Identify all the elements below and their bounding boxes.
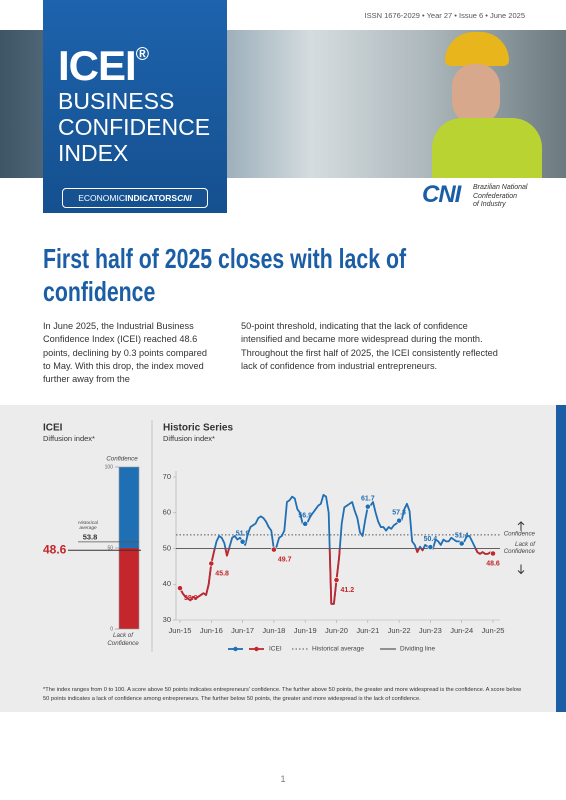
publisher-name: Brazilian National Confederation of Indu… <box>473 184 527 210</box>
chart-title: Historic Series <box>163 423 233 434</box>
title-line: CONFIDENCE <box>58 114 211 140</box>
x-tick-label: Jun-17 <box>231 626 254 635</box>
badge-word: CNI <box>177 193 192 203</box>
x-tick-label: Jun-25 <box>482 626 505 635</box>
body-column: In June 2025, the Industrial Business Co… <box>43 321 207 385</box>
arrow-down <box>517 564 525 575</box>
gauge-subtitle: Diffusion index* <box>43 434 95 443</box>
annotation-below: Lack of Confidence <box>503 540 535 556</box>
badge: ECONOMICINDICATORSCNI <box>62 188 208 208</box>
title-line: BUSINESS <box>58 88 175 114</box>
gauge-tick-label: 0 <box>110 626 113 632</box>
legend-swatch <box>233 646 238 652</box>
panel-edge <box>556 405 566 712</box>
data-label: 50.4 <box>424 536 438 543</box>
y-tick-label: 30 <box>163 615 171 624</box>
gauge-reference-label: Historical average <box>78 520 98 532</box>
point <box>458 540 465 547</box>
point <box>239 538 246 545</box>
point <box>490 550 496 557</box>
gauge-title: ICEI <box>43 423 63 434</box>
annotation-above: Confidence <box>504 531 536 538</box>
footnote: *The index ranges from 0 to 100. A score… <box>43 687 522 702</box>
gauge-lower-label: Lack of Confidence <box>107 632 139 647</box>
publisher-line: Brazilian National <box>473 184 528 191</box>
data-label: 45.8 <box>215 570 229 577</box>
photo-face <box>452 64 500 124</box>
point <box>270 546 277 553</box>
headline: First half of 2025 closes with lack of c… <box>43 243 407 307</box>
badge-word: ECONOMIC <box>78 193 125 203</box>
x-tick-label: Jun-23 <box>419 626 442 635</box>
brand-name: ICEI <box>58 42 137 89</box>
y-tick-label: 60 <box>163 508 171 517</box>
data-label: 56.9 <box>298 513 312 520</box>
point <box>208 560 215 567</box>
body-column: 50-point threshold, indicating that the … <box>241 321 498 371</box>
y-tick-label: 50 <box>163 543 171 552</box>
point <box>333 577 340 583</box>
point <box>364 503 371 510</box>
gauge-tick-label: 50 <box>107 545 113 551</box>
x-tick-label: Jun-24 <box>450 626 473 635</box>
point <box>396 517 402 524</box>
chart-subtitle: Diffusion index* <box>163 434 215 443</box>
publisher-line: Confederation <box>473 192 517 200</box>
gauge-value-label: 48.6 <box>43 542 67 556</box>
x-tick-label: Jun-20 <box>325 626 348 635</box>
x-tick-label: Jun-19 <box>294 626 317 635</box>
data-label: 38.9 <box>184 595 198 602</box>
gauge-tick-label: 100 <box>105 464 114 470</box>
chart-panel <box>0 405 556 712</box>
brand-mark: ® <box>135 44 149 64</box>
point <box>177 585 183 592</box>
arrow-up <box>517 521 525 531</box>
point <box>427 544 434 550</box>
data-label: 48.6 <box>486 560 500 567</box>
x-tick-label: Jun-18 <box>262 626 285 635</box>
data-label: 51.4 <box>455 532 469 539</box>
x-tick-label: Jun-15 <box>169 626 192 635</box>
legend-label: ICEI <box>269 646 282 653</box>
photo-vest <box>432 118 542 178</box>
issn: ISSN 1676-2029 • Year 27 • Issue 6 • Jun… <box>364 11 526 20</box>
data-label: 57.8 <box>392 509 406 516</box>
gauge-reference-value: 53.8 <box>83 532 98 541</box>
title-line: INDEX <box>58 140 129 166</box>
y-tick-label: 70 <box>163 472 171 481</box>
x-tick-label: Jun-22 <box>388 626 411 635</box>
title-block: BUSINESS CONFIDENCE INDEX <box>58 88 210 166</box>
x-tick-label: Jun-16 <box>200 626 223 635</box>
gauge-upper <box>119 467 139 548</box>
publisher-line: of Industry <box>473 201 506 208</box>
gauge-upper-label: Confidence <box>106 456 138 463</box>
data-label: 41.2 <box>341 587 355 594</box>
y-tick-label: 40 <box>163 579 171 588</box>
data-label: 51.9 <box>236 531 250 538</box>
legend-swatch <box>254 646 259 652</box>
brand-box: ICEI® BUSINESS CONFIDENCE INDEX ECONOMIC… <box>43 0 227 213</box>
point <box>302 520 309 527</box>
x-tick-label: Jun-21 <box>356 626 379 635</box>
series-line-below <box>179 548 494 605</box>
page-number: 1 <box>280 774 286 784</box>
gauge-lower <box>119 548 139 629</box>
legend-label: Dividing line <box>400 646 435 653</box>
brand: ICEI® <box>58 42 149 90</box>
legend-label: Historical average <box>312 646 364 653</box>
publisher-logo: CNI <box>422 181 461 208</box>
badge-word: INDICATORS <box>125 193 178 203</box>
photo-hardhat <box>445 32 509 66</box>
data-label: 49.7 <box>278 556 292 563</box>
data-label: 61.7 <box>361 496 375 503</box>
